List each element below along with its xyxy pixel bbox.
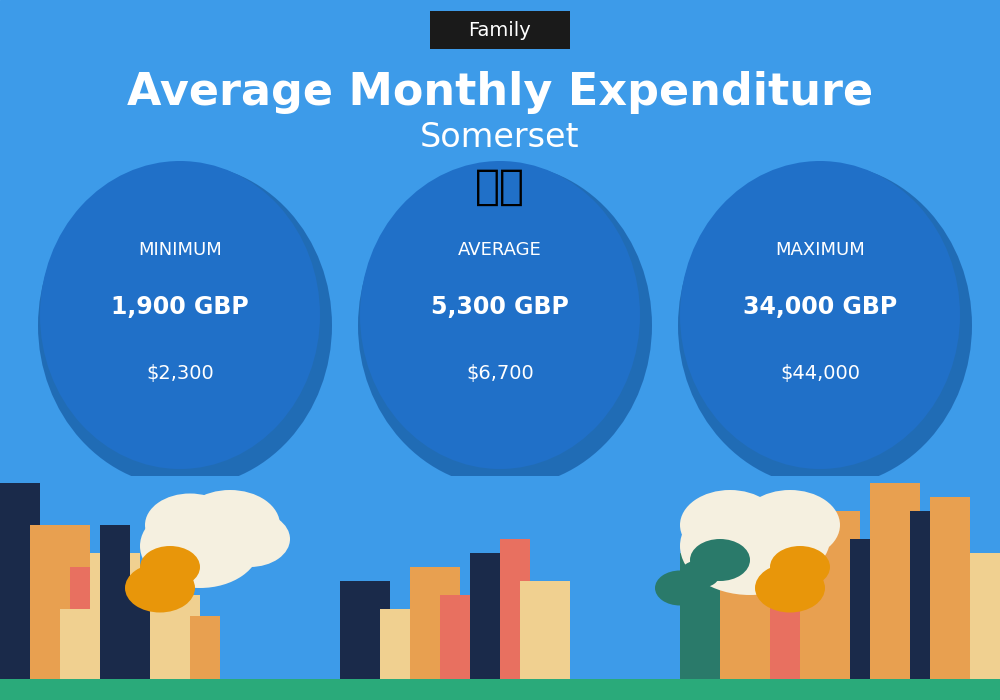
Circle shape (125, 564, 195, 612)
Circle shape (145, 494, 235, 556)
Circle shape (770, 546, 830, 588)
Circle shape (210, 511, 290, 567)
Text: $6,700: $6,700 (466, 364, 534, 383)
Bar (910, 511, 950, 679)
Circle shape (680, 497, 820, 595)
Text: 34,000 GBP: 34,000 GBP (743, 295, 897, 319)
Text: Average Monthly Expenditure: Average Monthly Expenditure (127, 71, 873, 114)
Ellipse shape (38, 164, 332, 487)
Bar (500, 539, 530, 679)
Circle shape (755, 564, 825, 612)
Ellipse shape (360, 161, 640, 469)
Bar (870, 483, 920, 679)
FancyBboxPatch shape (430, 11, 570, 49)
Bar (770, 525, 810, 679)
Bar (850, 539, 880, 679)
Circle shape (740, 490, 840, 560)
Circle shape (710, 497, 830, 581)
Bar (800, 511, 860, 679)
Bar (410, 567, 460, 679)
Circle shape (180, 490, 280, 560)
Bar (0, 483, 40, 679)
Bar (130, 581, 170, 679)
Circle shape (655, 570, 705, 606)
Circle shape (140, 504, 260, 588)
Bar (680, 553, 730, 679)
Bar (60, 609, 90, 679)
Bar (470, 553, 510, 679)
Bar (380, 609, 420, 679)
Bar (150, 595, 200, 679)
Bar (440, 595, 480, 679)
Text: $2,300: $2,300 (146, 364, 214, 383)
Circle shape (140, 546, 200, 588)
Ellipse shape (680, 161, 960, 469)
Text: MINIMUM: MINIMUM (138, 241, 222, 259)
Bar (90, 553, 140, 679)
Circle shape (680, 560, 720, 588)
Text: MAXIMUM: MAXIMUM (775, 241, 865, 259)
Text: 5,300 GBP: 5,300 GBP (431, 295, 569, 319)
Bar (0, 679, 1000, 700)
Ellipse shape (678, 164, 972, 487)
Text: AVERAGE: AVERAGE (458, 241, 542, 259)
Bar (190, 616, 220, 679)
Bar (100, 525, 130, 679)
Circle shape (680, 490, 780, 560)
Text: Family: Family (469, 20, 531, 40)
Text: Somerset: Somerset (420, 121, 580, 155)
Bar (970, 553, 1000, 679)
Bar (720, 497, 780, 679)
Bar (30, 525, 90, 679)
Ellipse shape (40, 161, 320, 469)
Bar (930, 497, 970, 679)
Bar (70, 567, 110, 679)
Text: 🇬🇧: 🇬🇧 (475, 166, 525, 208)
Circle shape (690, 539, 750, 581)
Text: $44,000: $44,000 (780, 364, 860, 383)
Bar (340, 581, 390, 679)
Bar (520, 581, 570, 679)
Text: 1,900 GBP: 1,900 GBP (111, 295, 249, 319)
Ellipse shape (358, 164, 652, 487)
